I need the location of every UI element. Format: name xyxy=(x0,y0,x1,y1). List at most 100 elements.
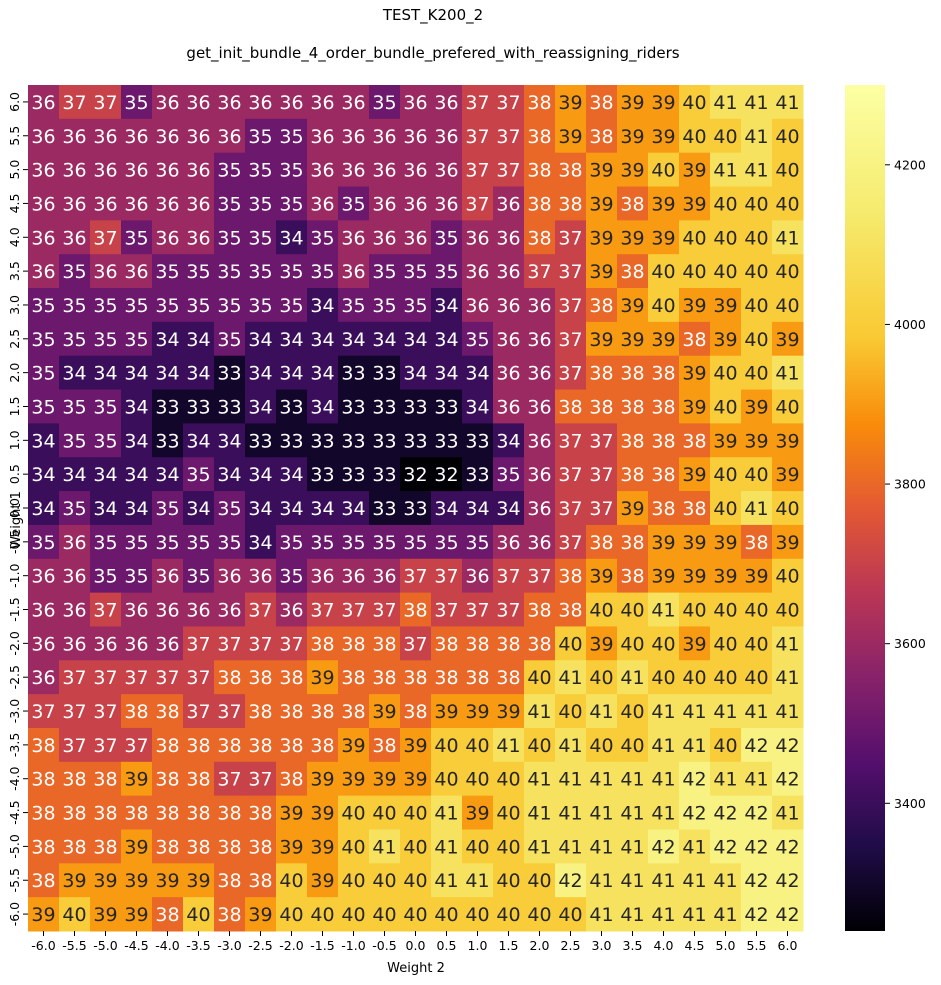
cell-value-label: 41 xyxy=(775,667,799,689)
heatmap-cell xyxy=(772,491,804,526)
heatmap-cell xyxy=(183,660,215,695)
cell-value-label: 37 xyxy=(527,261,551,283)
cell-value-label: 41 xyxy=(651,701,675,723)
heatmap-cell xyxy=(462,152,494,188)
heatmap-cell xyxy=(462,795,494,830)
heatmap-cell xyxy=(741,321,773,357)
heatmap-cell xyxy=(245,118,277,154)
cell-value-label: 41 xyxy=(682,735,706,757)
cell-value-label: 34 xyxy=(310,498,334,520)
cell-value-label: 37 xyxy=(434,600,458,622)
heatmap-cell xyxy=(121,727,153,763)
cell-value-label: 38 xyxy=(248,667,272,689)
cell-value-label: 41 xyxy=(713,701,737,723)
heatmap-cell xyxy=(121,186,153,221)
colorbar-tick-label: 3400 xyxy=(894,796,926,811)
cell-value-label: 39 xyxy=(682,633,706,655)
cell-value-label: 38 xyxy=(620,532,644,554)
cell-value-label: 38 xyxy=(558,160,582,182)
heatmap-cell xyxy=(648,389,680,424)
heatmap-cell xyxy=(462,558,494,594)
cell-value-label: 38 xyxy=(558,193,582,215)
cell-value-label: 34 xyxy=(217,430,241,452)
cell-value-label: 40 xyxy=(713,464,737,486)
cell-value-label: 33 xyxy=(310,430,334,452)
cell-value-label: 37 xyxy=(186,667,210,689)
cell-value-label: 40 xyxy=(341,904,365,926)
heatmap-cell xyxy=(586,423,618,458)
heatmap-cell xyxy=(369,829,401,864)
heatmap-cell xyxy=(152,152,184,188)
heatmap-cell xyxy=(152,829,184,864)
heatmap-cell xyxy=(617,660,649,695)
heatmap-cell xyxy=(710,389,742,424)
heatmap-cell xyxy=(59,118,91,154)
cell-value-label: 40 xyxy=(465,904,489,926)
cell-value-label: 39 xyxy=(248,904,272,926)
cell-value-label: 42 xyxy=(558,870,582,892)
heatmap-cell xyxy=(772,524,804,560)
heatmap-cell xyxy=(462,423,494,458)
cell-value-label: 34 xyxy=(155,329,179,351)
heatmap-cell xyxy=(28,152,60,188)
x-tick-label: 2.0 xyxy=(530,938,550,953)
x-tick-label: 1.0 xyxy=(468,938,488,953)
cell-value-label: 38 xyxy=(248,735,272,757)
cell-value-label: 36 xyxy=(434,193,458,215)
cell-value-label: 40 xyxy=(589,667,613,689)
heatmap-cell xyxy=(400,186,432,221)
cell-value-label: 39 xyxy=(310,667,334,689)
heatmap-cell xyxy=(121,694,153,729)
cell-value-label: 38 xyxy=(620,566,644,588)
heatmap-cell xyxy=(59,220,91,255)
heatmap-cell xyxy=(431,423,463,458)
heatmap-cell xyxy=(679,152,711,188)
cell-value-label: 38 xyxy=(186,735,210,757)
heatmap-cell xyxy=(214,694,246,729)
cell-value-label: 36 xyxy=(124,126,148,148)
cell-value-label: 36 xyxy=(527,396,551,418)
cell-value-label: 39 xyxy=(589,193,613,215)
heatmap-cell xyxy=(90,85,122,120)
cell-value-label: 39 xyxy=(682,566,706,588)
cell-value-label: 40 xyxy=(465,769,489,791)
x-tick-label: -0.5 xyxy=(372,938,396,953)
heatmap-cell xyxy=(59,186,91,221)
heatmap-cell xyxy=(772,727,804,763)
x-tick-label: -2.0 xyxy=(279,938,303,953)
heatmap-cell xyxy=(276,727,308,763)
heatmap-cell xyxy=(400,220,432,255)
heatmap-cell xyxy=(369,863,401,898)
cell-value-label: 41 xyxy=(558,836,582,858)
heatmap-cell xyxy=(679,288,711,323)
cell-value-label: 35 xyxy=(341,193,365,215)
cell-value-label: 38 xyxy=(155,701,179,723)
heatmap-cell xyxy=(555,321,587,357)
heatmap-cell xyxy=(772,829,804,864)
cell-value-label: 34 xyxy=(186,329,210,351)
y-tick-label: 3.0 xyxy=(7,295,22,315)
cell-value-label: 41 xyxy=(651,803,675,825)
cell-value-label: 39 xyxy=(682,363,706,385)
heatmap-cell xyxy=(90,321,122,357)
cell-value-label: 40 xyxy=(434,769,458,791)
heatmap-cell xyxy=(679,558,711,594)
cell-value-label: 34 xyxy=(248,363,272,385)
heatmap-cell xyxy=(338,727,370,763)
cell-value-label: 35 xyxy=(124,227,148,249)
cell-value-label: 39 xyxy=(62,870,86,892)
cell-value-label: 41 xyxy=(775,633,799,655)
heatmap-cell xyxy=(617,897,649,932)
heatmap-cells xyxy=(28,85,804,932)
cell-value-label: 37 xyxy=(589,498,613,520)
cell-value-label: 37 xyxy=(31,701,55,723)
heatmap-cell xyxy=(679,85,711,120)
cell-value-label: 41 xyxy=(434,870,458,892)
heatmap-cell xyxy=(741,288,773,323)
cell-value-label: 41 xyxy=(775,803,799,825)
heatmap-cell xyxy=(400,254,432,289)
cell-value-label: 35 xyxy=(217,329,241,351)
cell-value-label: 37 xyxy=(558,329,582,351)
heatmap-cell xyxy=(741,524,773,560)
heatmap-cell xyxy=(772,288,804,323)
